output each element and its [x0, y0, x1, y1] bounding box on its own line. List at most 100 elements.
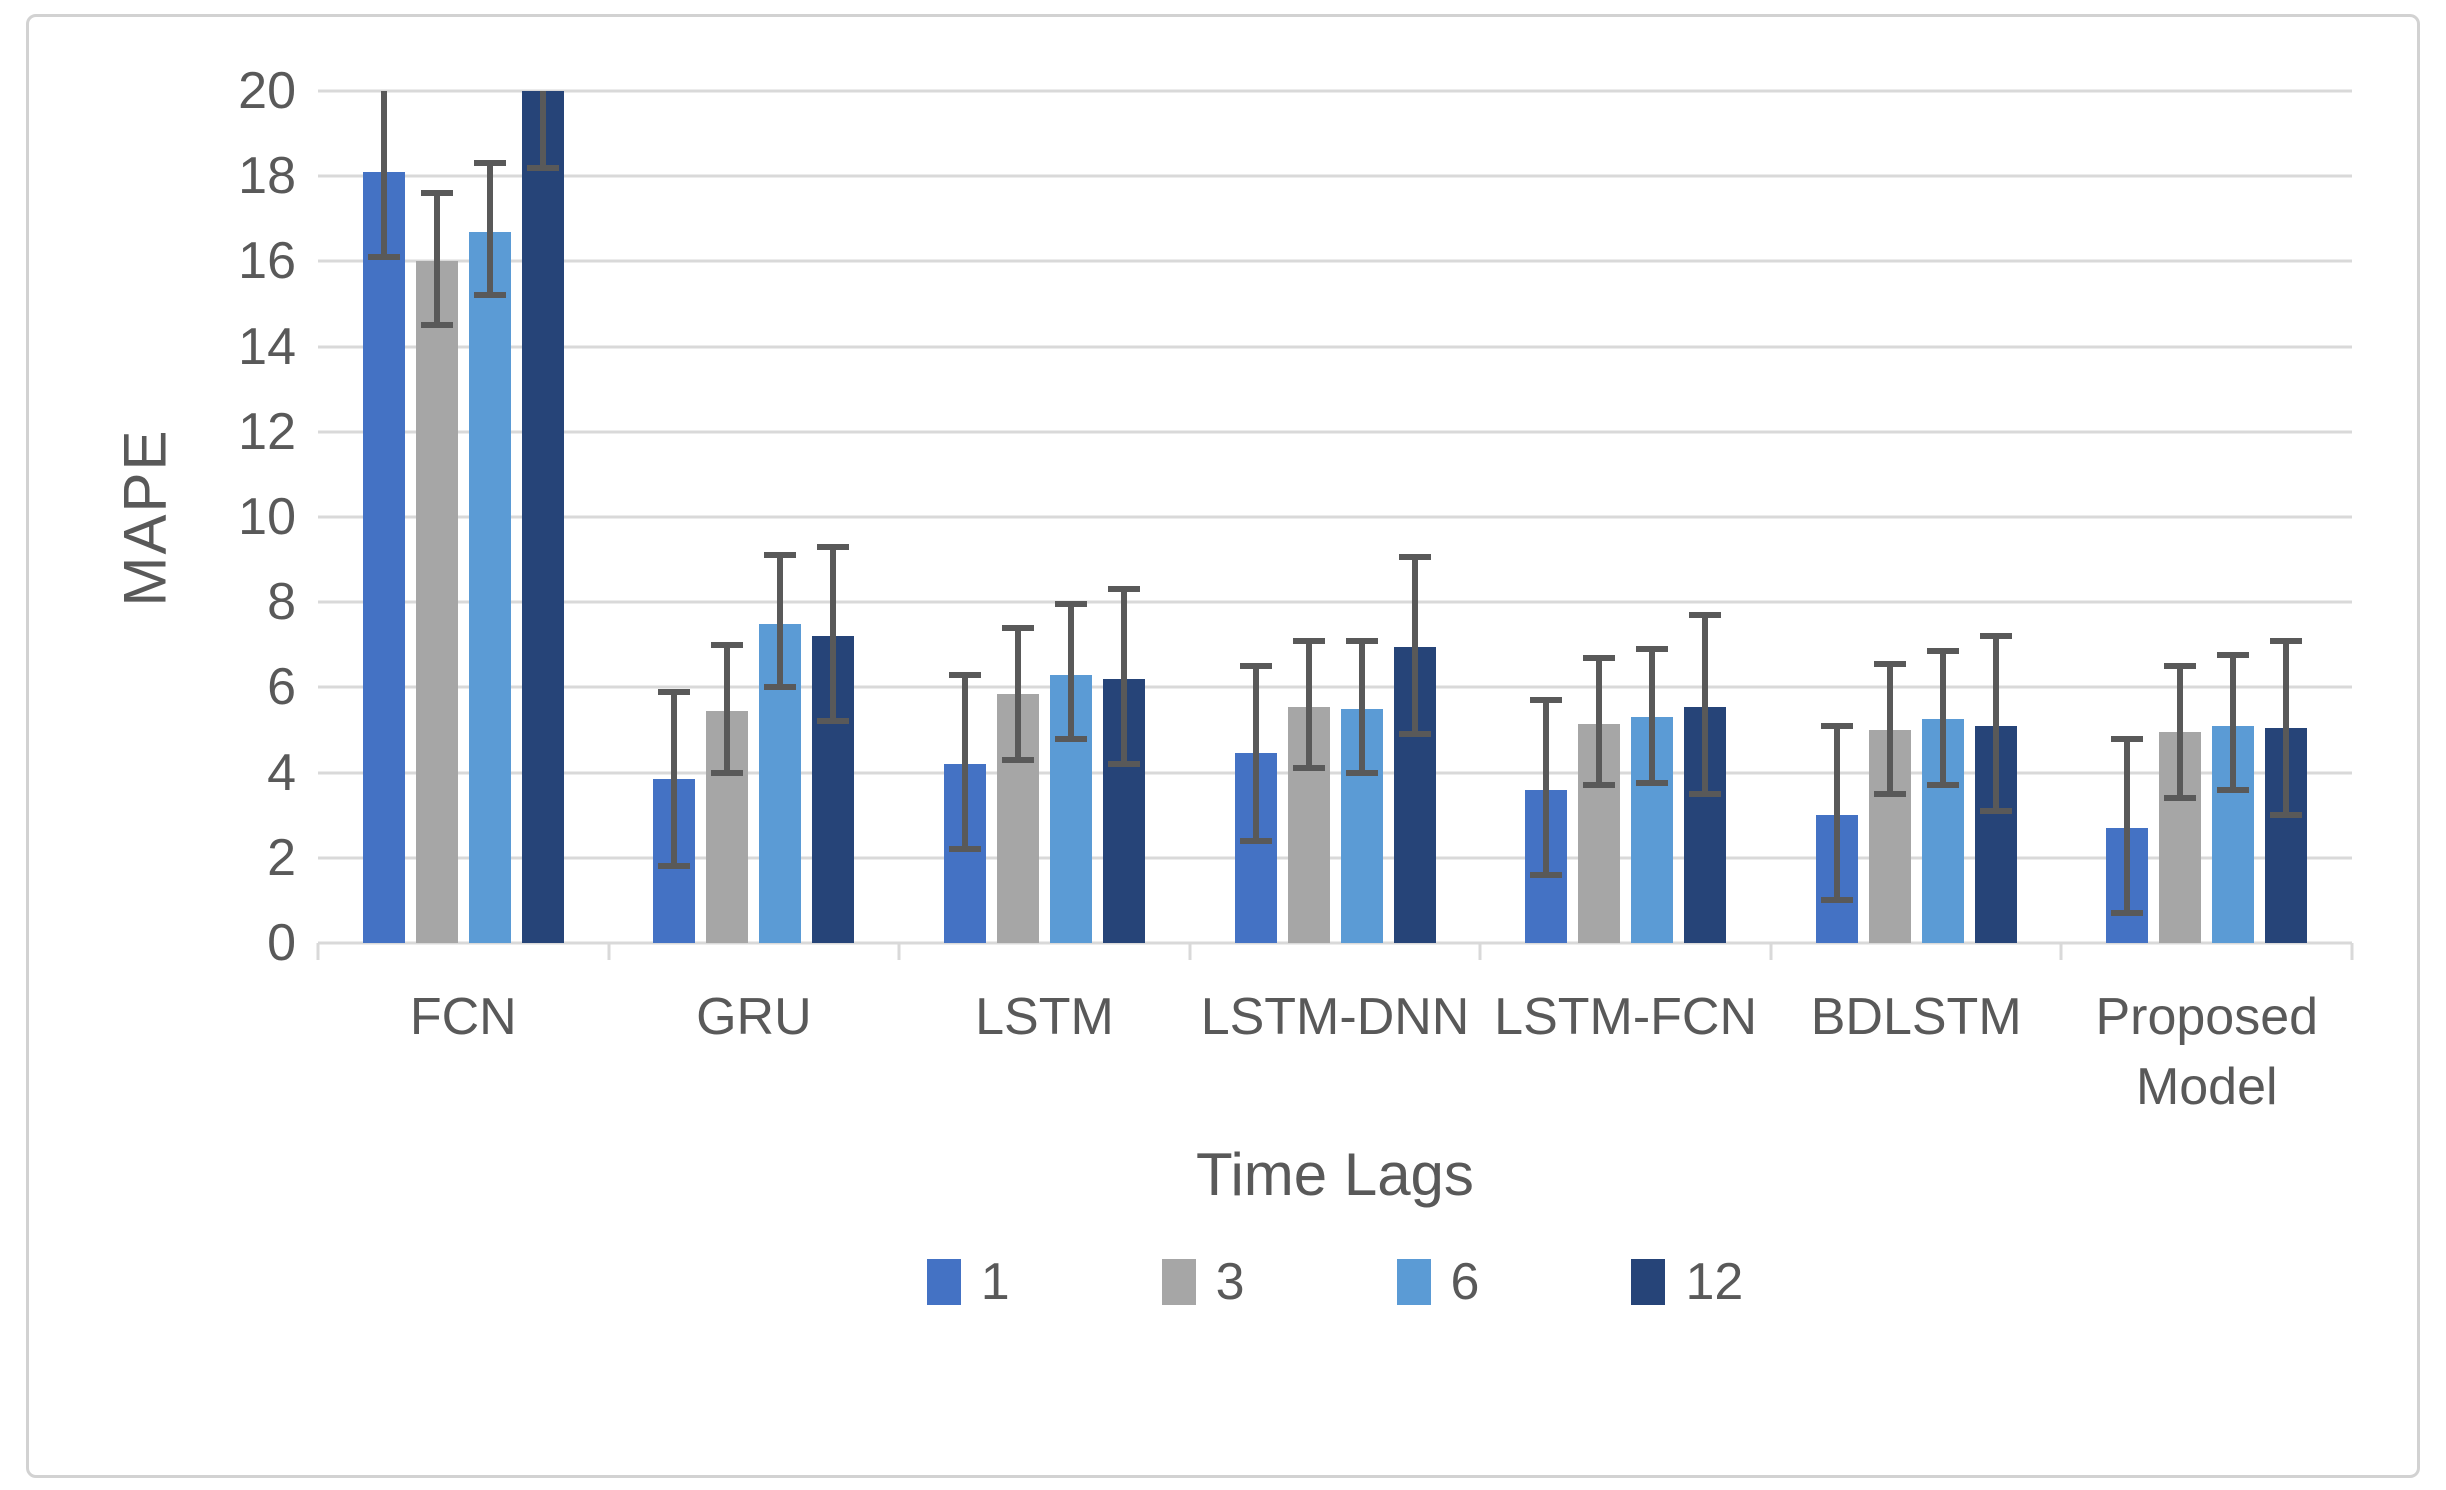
error-bar-cap-low	[526, 164, 559, 171]
error-bar-cap-high	[1636, 646, 1669, 653]
legend-item-lag3: 3	[1161, 1256, 1245, 1308]
error-bar-cap-low	[1979, 807, 2012, 814]
legend: 1 3 6 12	[318, 1256, 2352, 1308]
bar-fcn-lag12	[521, 91, 564, 943]
error-bar-cap-high	[1001, 624, 1034, 631]
error-bar-cap-high	[1398, 554, 1431, 561]
barwrap-lstm-lag12	[1102, 91, 1145, 943]
x-axis-ticks	[316, 943, 2354, 960]
barwrap-proposed-model-lag12	[2265, 91, 2308, 943]
barwrap-lstm-fcn-lag1	[1525, 91, 1568, 943]
barwrap-lstm-fcn-lag3	[1578, 91, 1621, 943]
error-bar-cap-high	[1239, 663, 1272, 670]
legend-item-lag12: 12	[1631, 1256, 1743, 1308]
error-bar-line	[1358, 640, 1365, 773]
barwrap-gru-lag1	[653, 91, 696, 943]
x-axis-tick	[2059, 943, 2063, 960]
bar-group-lstm	[899, 91, 1190, 943]
x-axis-tick	[1769, 943, 1773, 960]
bar-fcn-lag6	[468, 231, 511, 943]
error-bar-cap-low	[1820, 897, 1853, 904]
legend-label-lag12: 12	[1685, 1253, 1744, 1311]
error-bar-line	[1305, 640, 1312, 769]
error-bar-line	[1939, 651, 1946, 786]
barwrap-fcn-lag3	[415, 91, 458, 943]
y-axis-tick-labels: 0 2 4 6 8 10 12 14 16 18 20	[130, 65, 296, 969]
barwrap-fcn-lag1	[362, 91, 405, 943]
gridline-y10	[318, 515, 2352, 519]
barwrap-lstm-fcn-lag6	[1631, 91, 1674, 943]
error-bar-cap-high	[1345, 637, 1378, 644]
error-bar-cap-high	[1926, 648, 1959, 655]
error-bar-cap-high	[420, 190, 453, 197]
barwrap-proposed-model-lag3	[2159, 91, 2202, 943]
error-bar-line	[539, 91, 546, 168]
x-axis-category-labels: FCN GRU LSTM LSTM-DNN LSTM-FCN BDLSTM Proposed…	[318, 982, 2352, 1122]
x-axis-tick	[1478, 943, 1482, 960]
bar-groups	[318, 91, 2352, 943]
y-tick-label-16: 16	[238, 232, 296, 291]
error-bar-cap-low	[473, 292, 506, 299]
error-bar-line	[1833, 725, 1840, 901]
error-bar-cap-low	[2164, 795, 2197, 802]
bar-fcn-lag3	[415, 261, 458, 943]
barwrap-bdlstm-lag6	[1921, 91, 1964, 943]
error-bar-cap-high	[1583, 654, 1616, 661]
x-label-lstm-fcn: LSTM-FCN	[1494, 988, 1758, 1046]
error-bar-line	[671, 691, 678, 867]
error-bar-cap-high	[1689, 611, 1722, 618]
error-bar-cap-low	[764, 684, 797, 691]
gridline-y0	[318, 941, 2352, 945]
y-tick-label-10: 10	[238, 488, 296, 546]
y-tick-label-14: 14	[238, 317, 296, 376]
gridline-y16	[318, 259, 2352, 263]
error-bar-line	[433, 193, 440, 326]
barwrap-gru-lag12	[812, 91, 855, 943]
error-bar-cap-high	[1054, 601, 1087, 608]
y-tick-label-18: 18	[238, 147, 296, 206]
legend-marker-lag1	[926, 1259, 961, 1305]
error-bar-line	[2283, 640, 2290, 816]
error-bar-line	[2230, 655, 2237, 790]
error-bar-line	[1992, 636, 1999, 811]
barwrap-lstm-dnn-lag12	[1393, 91, 1436, 943]
error-bar-line	[724, 644, 731, 773]
barwrap-gru-lag3	[706, 91, 749, 943]
error-bar-cap-high	[658, 688, 691, 695]
bar-group-gru	[609, 91, 900, 943]
error-bar-line	[1120, 589, 1127, 765]
plot-area	[318, 89, 2352, 945]
barwrap-bdlstm-lag12	[1974, 91, 2017, 943]
error-bar-cap-low	[367, 254, 400, 261]
error-bar-line	[1886, 663, 1893, 794]
error-bar-line	[1014, 627, 1021, 760]
barwrap-proposed-model-lag1	[2106, 91, 2149, 943]
barwrap-bdlstm-lag3	[1868, 91, 1911, 943]
x-label-fcn: FCN	[409, 988, 517, 1046]
x-label-lstm-dnn: LSTM-DNN	[1200, 988, 1470, 1046]
error-bar-cap-low	[1530, 871, 1563, 878]
error-bar-line	[1596, 657, 1603, 786]
error-bar-cap-low	[1583, 782, 1616, 789]
error-bar-cap-low	[1107, 761, 1140, 768]
gridline-y12	[318, 430, 2352, 434]
x-axis-tick	[607, 943, 611, 960]
gridline-y8	[318, 600, 2352, 604]
y-tick-label-12: 12	[238, 402, 296, 461]
barwrap-lstm-dnn-lag3	[1287, 91, 1330, 943]
y-tick-label-2: 2	[267, 828, 296, 887]
bar-group-lstm-dnn	[1190, 91, 1481, 943]
error-bar-line	[777, 555, 784, 688]
x-label-proposed-model: Proposed Model	[2095, 988, 2319, 1117]
error-bar-cap-high	[1820, 722, 1853, 729]
barwrap-proposed-model-lag6	[2212, 91, 2255, 943]
error-bar-cap-high	[2164, 663, 2197, 670]
x-label-gru: GRU	[696, 988, 812, 1046]
error-bar-cap-low	[1001, 756, 1034, 763]
error-bar-line	[1411, 557, 1418, 735]
y-tick-label-0: 0	[267, 914, 296, 972]
error-bar-cap-low	[1239, 837, 1272, 844]
error-bar-cap-low	[658, 863, 691, 870]
error-bar-cap-high	[1530, 697, 1563, 704]
error-bar-line	[1702, 615, 1709, 794]
